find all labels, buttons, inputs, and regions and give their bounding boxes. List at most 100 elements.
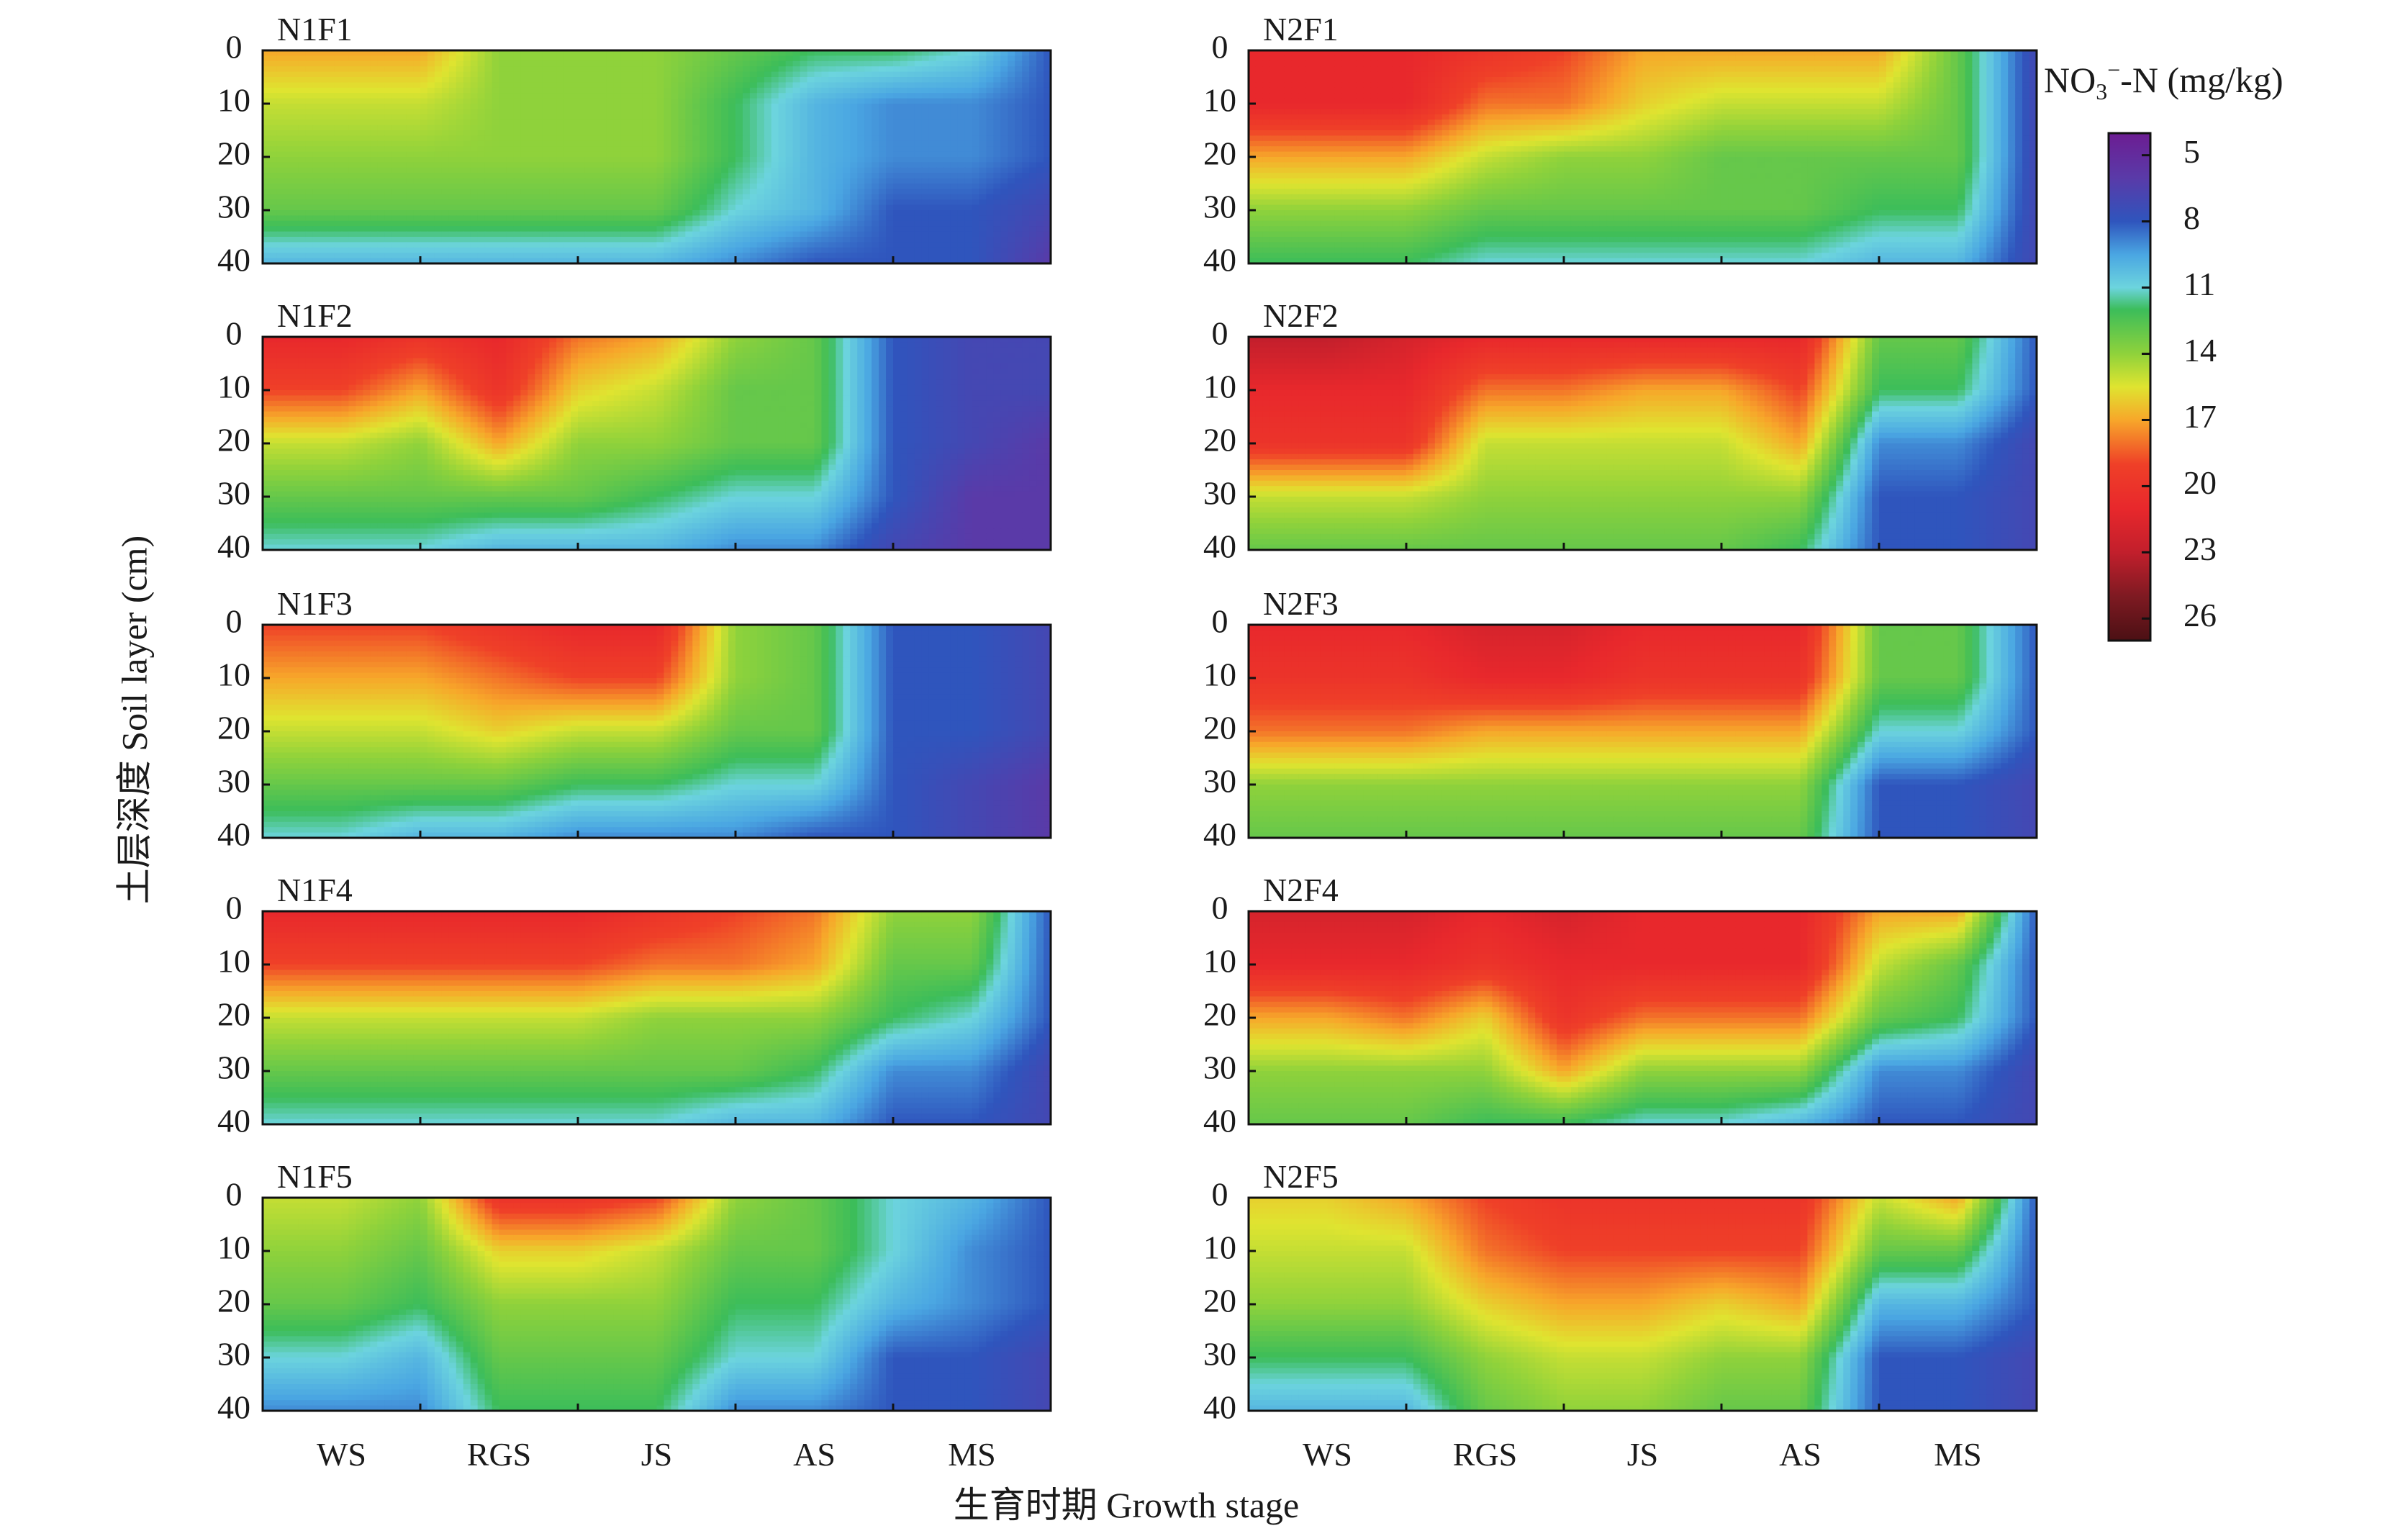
heat-cell: [420, 130, 428, 137]
heat-cell: [320, 146, 328, 153]
heat-cell: [864, 151, 872, 158]
heat-cell: [377, 167, 386, 173]
heat-cell: [635, 60, 643, 67]
heat-cell: [327, 342, 335, 348]
heat-cell: [578, 210, 586, 217]
heat-cell: [563, 130, 571, 137]
heat-cell: [936, 226, 944, 232]
heat-cell: [1044, 146, 1051, 153]
heat-cell: [492, 173, 500, 179]
heat-cell: [900, 109, 908, 115]
heat-cell: [642, 60, 651, 67]
heat-cell: [707, 98, 715, 104]
heat-cell: [341, 231, 350, 238]
heat-cell: [528, 189, 536, 195]
heat-cell: [377, 231, 386, 238]
heat-cell: [298, 199, 307, 206]
heat-cell: [463, 253, 471, 259]
heat-cell: [492, 157, 500, 163]
heat-cell: [535, 87, 543, 94]
heat-cell: [584, 258, 593, 263]
heat-cell: [571, 125, 579, 131]
heat-cell: [928, 93, 937, 99]
heat-cell: [556, 189, 564, 195]
heat-cell: [520, 87, 529, 94]
heat-cell: [384, 98, 392, 104]
heat-cell: [391, 130, 399, 137]
heat-cell: [964, 189, 973, 195]
heat-cell: [700, 194, 707, 200]
heat-cell: [563, 178, 571, 184]
heat-cell: [305, 66, 314, 73]
heat-cell: [671, 82, 679, 89]
heat-cell: [399, 342, 407, 348]
heat-cell: [879, 347, 887, 353]
heat-cell: [341, 82, 350, 89]
heat-cell: [807, 184, 815, 190]
heat-cell: [456, 342, 464, 348]
heat-cell: [649, 114, 658, 120]
heat-cell: [320, 151, 328, 158]
heat-cell: [893, 109, 901, 115]
heat-cell: [692, 347, 701, 353]
heat-cell: [714, 173, 722, 179]
heat-cell: [749, 258, 758, 263]
heat-cell: [964, 337, 973, 343]
heat-cell: [792, 82, 801, 89]
heat-cell: [886, 162, 894, 168]
heat-cell: [420, 358, 428, 364]
heat-cell: [584, 109, 593, 115]
heat-cell: [907, 77, 915, 83]
heat-cell: [613, 146, 622, 153]
heat-cell: [348, 247, 357, 253]
heat-cell: [520, 162, 529, 168]
heat-cell: [921, 60, 930, 67]
heat-cell: [800, 237, 808, 243]
heat-cell: [1036, 178, 1044, 184]
heat-cell: [664, 82, 672, 89]
heat-cell: [764, 173, 772, 179]
heat-cell: [1044, 109, 1051, 115]
heat-cell: [384, 109, 392, 115]
heat-cell: [785, 50, 794, 57]
heat-cell: [986, 353, 995, 359]
heat-cell: [263, 146, 271, 153]
heat-cell: [972, 151, 980, 158]
heat-cell: [370, 358, 379, 364]
heat-cell: [756, 151, 765, 158]
heat-cell: [986, 226, 995, 232]
heat-cell: [513, 82, 522, 89]
heat-cell: [1029, 55, 1037, 62]
heat-cell: [377, 215, 386, 222]
heat-cell: [391, 194, 399, 200]
heat-cell: [843, 60, 851, 67]
heat-cell: [406, 184, 414, 190]
heat-cell: [714, 204, 722, 211]
heat-cell: [377, 114, 386, 120]
heat-cell: [370, 178, 379, 184]
heat-cell: [441, 242, 450, 248]
heat-cell: [957, 199, 966, 206]
heat-cell: [792, 104, 801, 110]
heat-cell: [678, 125, 687, 131]
heat-cell: [900, 71, 908, 78]
heat-cell: [542, 146, 550, 153]
heat-cell: [792, 167, 801, 173]
heat-cell: [735, 130, 743, 137]
heat-cell: [900, 189, 908, 195]
heat-cell: [513, 210, 522, 217]
heat-cell: [499, 337, 507, 343]
heat-cell: [470, 125, 479, 131]
heat-cell: [749, 55, 758, 62]
heat-cell: [592, 347, 600, 353]
heat-cell: [549, 247, 557, 253]
heat-cell: [628, 194, 636, 200]
heat-cell: [506, 60, 515, 67]
heat-cell: [1008, 184, 1016, 190]
heat-cell: [312, 226, 321, 232]
heat-cell: [735, 253, 743, 259]
heat-cell: [764, 82, 772, 89]
heat-cell: [778, 258, 787, 263]
heat-cell: [406, 146, 414, 153]
heat-cell: [979, 353, 987, 359]
